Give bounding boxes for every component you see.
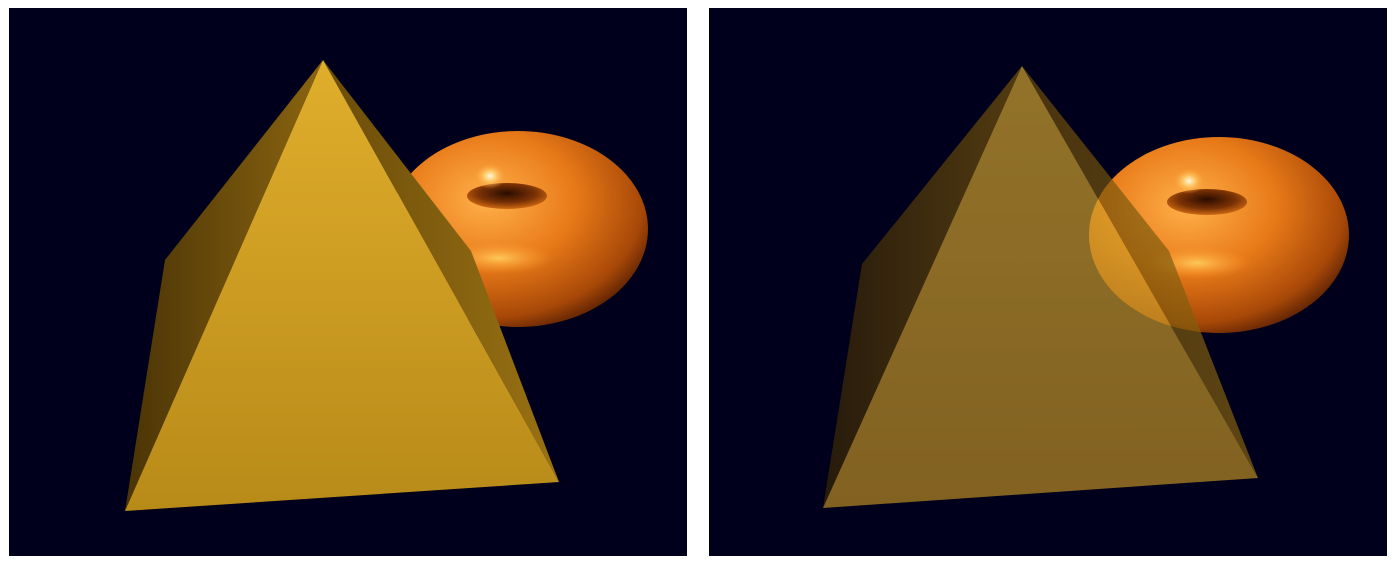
scene-transparent	[823, 66, 1349, 508]
scene-opaque	[125, 60, 648, 511]
torus-highlight	[474, 163, 506, 189]
pyramid-translucent	[823, 66, 1258, 508]
pyramid	[125, 60, 559, 511]
transparent-render-panel	[709, 8, 1387, 556]
pyramid-front-face	[125, 60, 559, 511]
torus-highlight	[1173, 168, 1205, 194]
pyramid-front-face	[823, 66, 1258, 508]
torus-hole	[467, 183, 547, 209]
opaque-render-panel	[9, 8, 687, 556]
torus-hole	[1167, 189, 1247, 215]
